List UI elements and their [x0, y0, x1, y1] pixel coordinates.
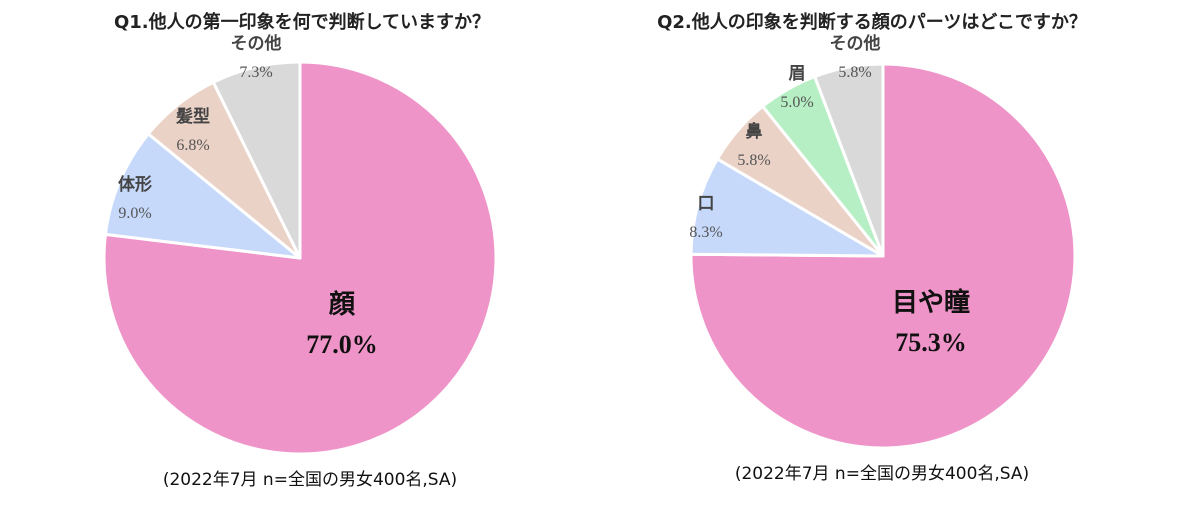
chart-title-q1: Q1.他人の第一印象を何で判断していますか？ — [114, 11, 490, 33]
slice-label: 体形 — [118, 174, 152, 195]
pie-labels-q1: 顔 77.0% 体形 9.0% 髪型 6.8% その他 7.3% — [118, 33, 378, 359]
slice-label: 目や瞳 — [892, 287, 970, 318]
slice-value-label: 75.3% — [895, 328, 967, 357]
slice-value-label: 5.0% — [780, 94, 813, 111]
pie-slice — [103, 132, 302, 260]
slice-value-label: 77.0% — [306, 330, 378, 359]
slice-value-label: 7.3% — [239, 64, 272, 81]
slice-label: 鼻 — [746, 121, 763, 142]
pie-slice — [689, 157, 885, 258]
pie-slice — [813, 62, 885, 258]
pie-slices-q2 — [689, 62, 1077, 450]
pie-slice — [211, 60, 302, 260]
slice-value-label: 8.3% — [689, 224, 722, 241]
chart-title-q2: Q2.他人の印象を判断する顔のパーツはどこですか？ — [657, 11, 1087, 33]
slice-label: 口 — [698, 194, 715, 214]
pie-slice — [102, 60, 498, 456]
slice-label: 髪型 — [175, 106, 210, 127]
slice-label: 眉 — [789, 64, 806, 84]
chart-q2: Q2.他人の印象を判断する顔のパーツはどこですか？ 目や瞳 75.3% 口 8.3% 鼻… — [657, 11, 1087, 484]
slice-label: 顔 — [329, 290, 356, 320]
slice-value-label: 5.8% — [737, 152, 770, 169]
slice-value-label: 6.8% — [176, 137, 209, 154]
chart-note-q2: (2022年7月 n=全国の男女400名,SA) — [735, 464, 1029, 484]
slice-value-label: 5.8% — [838, 64, 871, 81]
chart-note-q1: (2022年7月 n=全国の男女400名,SA) — [163, 470, 457, 490]
slice-label: その他 — [231, 33, 282, 54]
chart-q1: Q1.他人の第一印象を何で判断していますか？ 顔 77.0% 体形 9.0% 髪型 6.8… — [102, 11, 498, 490]
pie-labels-q2: 目や瞳 75.3% 口 8.3% 鼻 5.8% 眉 5.0% その他 5.8% — [689, 33, 970, 357]
pie-slices-q1 — [102, 60, 498, 456]
pie-slice — [689, 62, 1077, 450]
slice-label: その他 — [830, 33, 881, 54]
slice-value-label: 9.0% — [118, 205, 151, 222]
